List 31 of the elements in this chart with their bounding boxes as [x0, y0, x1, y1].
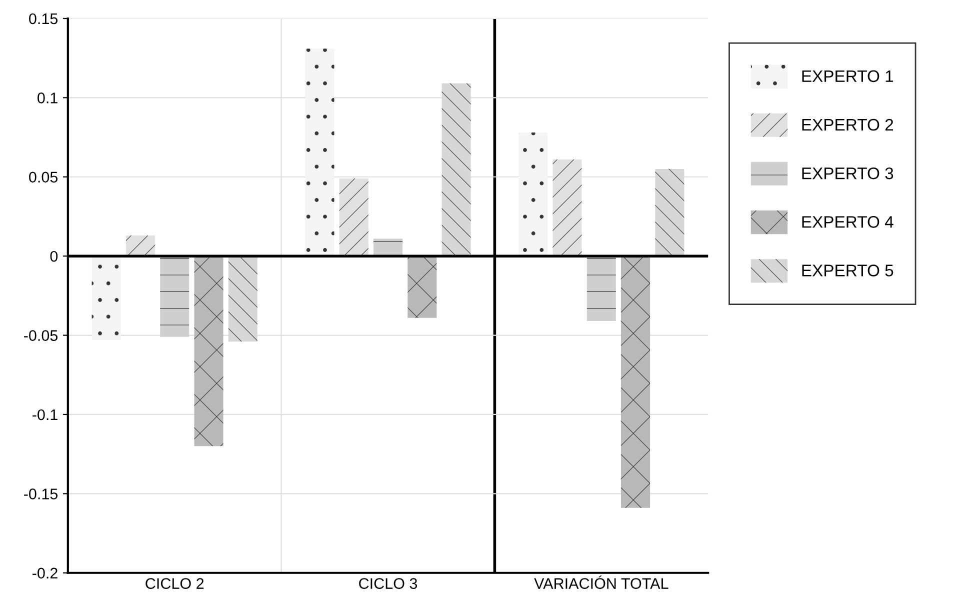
- y-tick-label: 0.1: [38, 92, 58, 104]
- bar: [518, 132, 548, 256]
- bar: [160, 256, 190, 337]
- y-tick-label: -0.05: [24, 330, 58, 341]
- x-tick-label: CICLO 2: [146, 578, 204, 589]
- bar: [126, 235, 155, 256]
- bar: [442, 83, 471, 256]
- y-tick-label: -0.2: [32, 568, 58, 579]
- bar: [305, 48, 334, 256]
- bar: [92, 256, 121, 340]
- y-tick-label: 0: [50, 250, 58, 262]
- y-tick-label: 0.15: [29, 13, 58, 24]
- bar: [621, 256, 650, 508]
- legend-label: EXPERTO 3: [802, 167, 894, 180]
- legend-label: EXPERTO 5: [802, 264, 894, 276]
- bar: [194, 256, 224, 446]
- legend-label: EXPERTO 1: [802, 70, 894, 82]
- x-tick-label: VARIACIÓN TOTAL: [534, 576, 668, 589]
- bar: [339, 178, 368, 256]
- bar: [408, 256, 437, 318]
- bar: [228, 256, 258, 342]
- bar: [655, 168, 684, 256]
- y-tick-label: -0.15: [24, 488, 58, 500]
- legend-label: EXPERTO 4: [802, 216, 894, 228]
- y-tick-label: -0.1: [32, 409, 58, 420]
- legend-label: EXPERTO 2: [802, 118, 894, 131]
- y-tick-label: 0.05: [29, 172, 58, 183]
- bar: [586, 256, 616, 322]
- bar: [373, 238, 403, 256]
- x-tick-label: CICLO 3: [359, 578, 418, 589]
- bar: [552, 159, 582, 256]
